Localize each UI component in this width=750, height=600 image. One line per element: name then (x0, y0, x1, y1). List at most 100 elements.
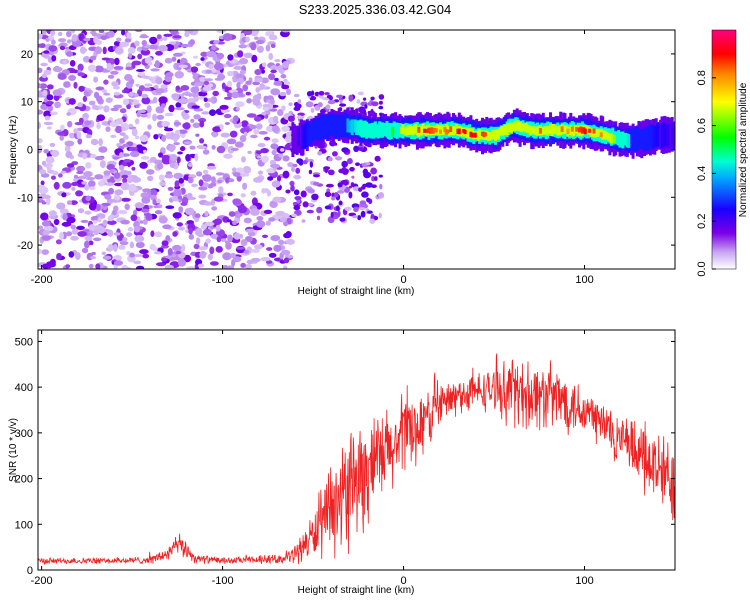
noise-blob (198, 194, 207, 199)
noise-blob (226, 138, 237, 145)
noise-blob (198, 186, 208, 191)
noise-blob (174, 71, 184, 79)
noise-blob (217, 179, 223, 184)
noise-blob (124, 74, 133, 81)
noise-blob (85, 176, 96, 181)
noise-blob (174, 180, 180, 188)
noise-blob (71, 187, 76, 191)
noise-blob (53, 181, 60, 190)
noise-blob (302, 201, 309, 208)
figure-title: S233.2025.336.03.42.G04 (299, 2, 452, 17)
noise-blob (240, 193, 246, 198)
noise-blob (206, 165, 217, 170)
noise-blob (244, 236, 253, 242)
noise-blob (51, 170, 59, 176)
noise-blob (84, 235, 93, 241)
noise-blob (98, 30, 105, 34)
noise-blob (97, 226, 106, 234)
noise-blob (347, 158, 353, 165)
y-tick-label: 400 (15, 382, 33, 394)
noise-blob (133, 93, 139, 98)
noise-blob (327, 100, 336, 105)
noise-blob (101, 202, 111, 207)
noise-blob (131, 166, 136, 171)
noise-blob (234, 141, 244, 148)
noise-blob (172, 231, 178, 237)
x-tick-label: -200 (31, 575, 53, 587)
noise-blob (307, 188, 315, 194)
noise-blob (378, 94, 385, 100)
noise-blob (102, 219, 108, 227)
noise-blob (139, 35, 149, 39)
noise-blob (157, 133, 162, 137)
ridge-segment (599, 132, 603, 138)
noise-blob (185, 153, 191, 162)
noise-blob (46, 261, 53, 269)
noise-blob (233, 172, 241, 177)
noise-blob (167, 186, 174, 191)
noise-blob (58, 38, 67, 43)
noise-blob (74, 252, 81, 261)
noise-blob (370, 108, 374, 114)
noise-blob (80, 219, 89, 223)
noise-blob (224, 122, 230, 125)
noise-blob (262, 234, 268, 238)
noise-blob (197, 96, 206, 100)
noise-blob (195, 227, 203, 236)
y-tick-label: 300 (15, 428, 33, 440)
noise-blob (193, 108, 204, 112)
noise-blob (38, 82, 42, 89)
noise-blob (142, 218, 148, 225)
noise-blob (59, 232, 64, 240)
noise-blob (256, 45, 264, 53)
noise-blob (222, 33, 233, 42)
noise-blob (360, 186, 366, 190)
noise-blob (200, 224, 207, 230)
noise-blob (158, 96, 168, 104)
noise-blob (83, 37, 91, 42)
noise-blob (188, 196, 197, 200)
noise-blob (93, 219, 98, 224)
noise-blob (265, 220, 271, 226)
noise-blob (274, 77, 279, 82)
noise-blob (254, 36, 259, 40)
noise-blob (137, 72, 146, 76)
noise-blob (184, 31, 190, 38)
noise-blob (165, 205, 175, 209)
noise-blob (40, 43, 46, 49)
noise-blob (129, 241, 135, 249)
noise-blob (251, 54, 258, 63)
noise-blob (126, 103, 131, 110)
noise-blob (84, 240, 90, 249)
noise-blob (43, 50, 50, 54)
noise-blob (203, 97, 208, 102)
noise-blob (133, 260, 142, 265)
x-tick-label: -100 (212, 575, 234, 587)
noise-blob (66, 51, 73, 57)
noise-blob (270, 43, 276, 48)
noise-blob (43, 121, 54, 126)
noise-blob (134, 118, 140, 125)
noise-blob (90, 30, 97, 35)
noise-blob (227, 219, 232, 223)
noise-blob (359, 207, 366, 211)
noise-blob (172, 97, 179, 101)
noise-blob (250, 248, 260, 253)
noise-blob (260, 257, 271, 262)
noise-blob (154, 251, 162, 255)
noise-blob (45, 156, 55, 164)
noise-blob (82, 95, 88, 102)
noise-blob (253, 177, 263, 183)
noise-blob (152, 199, 157, 205)
noise-blob (230, 252, 236, 259)
noise-blob (266, 125, 274, 132)
noise-blob (181, 244, 186, 252)
ridge-segment (570, 126, 574, 132)
noise-blob (341, 160, 349, 168)
noise-blob (219, 124, 224, 131)
noise-blob (41, 220, 51, 227)
noise-blob (156, 262, 166, 267)
noise-blob (128, 183, 137, 192)
noise-blob (306, 209, 314, 214)
